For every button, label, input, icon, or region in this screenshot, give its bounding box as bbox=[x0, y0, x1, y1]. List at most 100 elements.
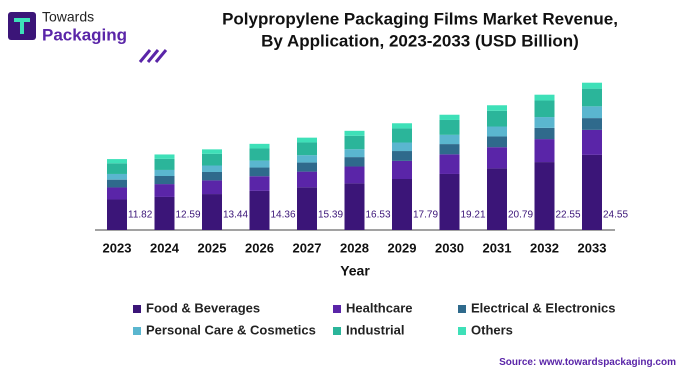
total-label: 20.79 bbox=[508, 210, 533, 221]
total-label: 13.44 bbox=[223, 210, 248, 221]
bar-segment bbox=[392, 128, 412, 143]
legend-swatch bbox=[133, 327, 141, 335]
bar-segment bbox=[439, 154, 460, 174]
total-label: 17.79 bbox=[413, 210, 438, 221]
bar-segment bbox=[107, 159, 127, 164]
x-tick-label: 2033 bbox=[578, 240, 607, 255]
total-label: 15.39 bbox=[318, 210, 343, 221]
logo-mark bbox=[14, 18, 30, 34]
bar-segment bbox=[439, 144, 460, 155]
bar-segment bbox=[582, 129, 602, 155]
logo-line2: Packaging bbox=[42, 25, 127, 44]
total-label: 11.82 bbox=[128, 210, 153, 221]
bar-segment bbox=[202, 165, 222, 172]
chart-title: Polypropylene Packaging Films Market Rev… bbox=[222, 9, 618, 28]
bar-segment bbox=[582, 154, 602, 230]
total-label: 12.59 bbox=[176, 210, 201, 221]
bar-segment bbox=[297, 187, 317, 230]
bar-segment bbox=[582, 106, 602, 119]
bar-segment bbox=[107, 187, 127, 200]
bar-segment bbox=[534, 139, 555, 163]
bar-segment bbox=[107, 173, 127, 180]
bar-segment bbox=[534, 94, 555, 101]
legend-swatch bbox=[458, 327, 466, 335]
bar-segment bbox=[534, 117, 555, 128]
bar-segment bbox=[344, 166, 365, 184]
bar-segment bbox=[439, 119, 460, 135]
total-label: 16.53 bbox=[366, 210, 391, 221]
bar-segment bbox=[392, 179, 412, 230]
x-tick-label: 2027 bbox=[293, 240, 322, 255]
bar-segment bbox=[439, 114, 460, 120]
x-tick-label: 2028 bbox=[340, 240, 369, 255]
total-label: 19.21 bbox=[461, 210, 486, 221]
bar-segment bbox=[249, 160, 270, 168]
bar-segment bbox=[297, 137, 317, 143]
legend-swatch bbox=[458, 305, 466, 313]
bar-segment bbox=[202, 171, 222, 181]
logo: Towards Packaging bbox=[8, 9, 127, 44]
bar-segment bbox=[249, 190, 270, 230]
bar-segment bbox=[202, 149, 222, 154]
bar-segment bbox=[534, 127, 555, 140]
decoration bbox=[138, 49, 168, 63]
legend-swatch bbox=[333, 327, 341, 335]
bar-segment bbox=[107, 163, 127, 174]
bar-segment bbox=[297, 171, 317, 188]
source-url: www.towardspackaging.com bbox=[538, 357, 676, 368]
total-label: 22.55 bbox=[556, 210, 581, 221]
source: Source: www.towardspackaging.com bbox=[499, 357, 676, 368]
legend-label: Electrical & Electronics bbox=[471, 300, 616, 315]
bar-segment bbox=[487, 168, 507, 230]
bar-segment bbox=[249, 176, 270, 191]
bar-segment bbox=[154, 154, 175, 159]
x-tick-label: 2026 bbox=[245, 240, 274, 255]
bar-segment bbox=[487, 105, 507, 111]
bar-segment bbox=[392, 151, 412, 161]
x-tick-label: 2029 bbox=[388, 240, 417, 255]
legend-label: Healthcare bbox=[346, 300, 412, 315]
x-axis-title: Year bbox=[340, 263, 370, 279]
bar-segment bbox=[297, 162, 317, 172]
bar-segment bbox=[392, 160, 412, 179]
bar-segment bbox=[154, 196, 175, 230]
bar-segment bbox=[582, 88, 602, 107]
x-tick-label: 2024 bbox=[150, 240, 180, 255]
bar-segment bbox=[297, 142, 317, 156]
bar-segment bbox=[202, 194, 222, 230]
x-tick-label: 2030 bbox=[435, 240, 464, 255]
bar-segment bbox=[154, 169, 175, 176]
x-tick-label: 2032 bbox=[530, 240, 559, 255]
bar-segment bbox=[487, 136, 507, 148]
bar-segment bbox=[154, 176, 175, 185]
bar-segment bbox=[344, 183, 365, 230]
bar-segment bbox=[487, 147, 507, 169]
bar-segment bbox=[344, 157, 365, 167]
bar-segment bbox=[344, 135, 365, 150]
bar-segment bbox=[154, 184, 175, 197]
legend-label: Industrial bbox=[346, 322, 405, 337]
bar-segment bbox=[439, 173, 460, 230]
x-tick-label: 2025 bbox=[198, 240, 227, 255]
total-label: 14.36 bbox=[271, 210, 296, 221]
bar-segment bbox=[107, 199, 127, 230]
bar-segment bbox=[534, 100, 555, 118]
logo-line1: Towards bbox=[42, 9, 94, 25]
bar-segment bbox=[534, 162, 555, 230]
source-label: Source: bbox=[499, 357, 536, 368]
legend-swatch bbox=[133, 305, 141, 313]
legend-label: Personal Care & Cosmetics bbox=[146, 322, 316, 337]
x-tick-label: 2031 bbox=[483, 240, 512, 255]
bar-segment bbox=[249, 148, 270, 161]
bar-segment bbox=[202, 180, 222, 195]
total-label: 24.55 bbox=[603, 210, 628, 221]
bar-segment bbox=[487, 126, 507, 137]
bar-segment bbox=[154, 158, 175, 170]
legend-swatch bbox=[333, 305, 341, 313]
x-tick-label: 2023 bbox=[103, 240, 132, 255]
legend-label: Others bbox=[471, 322, 513, 337]
bar-segment bbox=[297, 155, 317, 163]
chart-title: By Application, 2023-2033 (USD Billion) bbox=[261, 31, 579, 50]
bar-segment bbox=[202, 153, 222, 166]
